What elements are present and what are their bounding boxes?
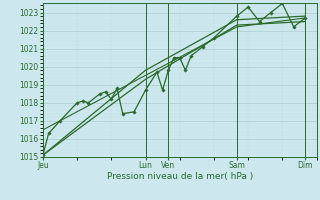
X-axis label: Pression niveau de la mer( hPa ): Pression niveau de la mer( hPa ) — [107, 172, 253, 181]
